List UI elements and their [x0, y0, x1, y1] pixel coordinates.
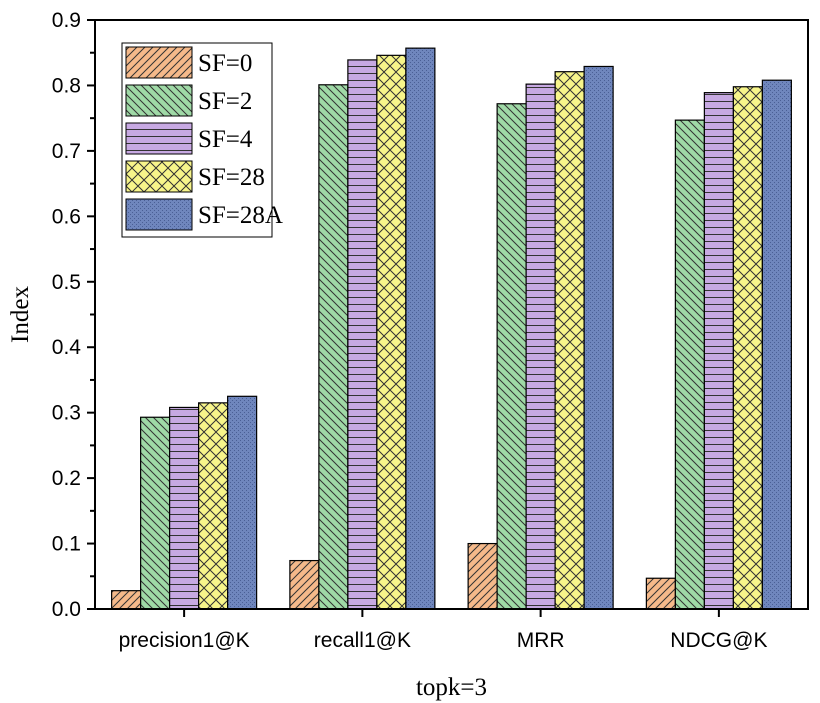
legend-swatch: [125, 46, 193, 79]
bar-sf-0-ndcg-k: [645, 577, 676, 610]
legend-label: SF=28: [198, 164, 265, 191]
bar-sf-28a-mrr: [583, 65, 614, 610]
y-axis-title: Index: [7, 286, 34, 343]
x-category-label: MRR: [517, 629, 565, 652]
legend-swatch: [125, 122, 193, 155]
x-category-label: precision1@K: [119, 629, 250, 652]
bar-sf-2-precision1-k: [140, 416, 171, 610]
legend-swatch: [125, 84, 193, 117]
legend-label: SF=28A: [198, 202, 283, 229]
y-tick-label: 0.3: [52, 402, 81, 425]
legend-label: SF=0: [198, 50, 252, 77]
y-tick-label: 0.4: [52, 336, 82, 359]
bar-sf-2-mrr: [496, 103, 527, 610]
bar-sf-28a-recall1-k: [405, 47, 436, 610]
legend: SF=0 SF=2 SF=4 SF=28 SF=28A: [121, 42, 283, 238]
bar-sf-28a-precision1-k: [227, 395, 258, 610]
y-tick-label: 0.6: [52, 205, 81, 228]
bar-sf-28-recall1-k: [376, 54, 407, 610]
y-tick-label: 0.9: [52, 9, 81, 32]
bar-sf-28a-ndcg-k: [761, 79, 792, 610]
y-tick-label: 0.0: [52, 598, 81, 621]
bar-sf-4-ndcg-k: [703, 92, 734, 610]
x-axis: precision1@K recall1@K MRR NDCG@K: [119, 609, 767, 652]
legend-label: SF=4: [198, 126, 253, 153]
bar-sf-4-recall1-k: [347, 59, 378, 610]
y-tick-label: 0.1: [52, 533, 81, 556]
bar-sf-0-precision1-k: [111, 590, 142, 610]
x-category-label: recall1@K: [314, 629, 411, 652]
legend-label: SF=2: [198, 88, 252, 115]
legend-swatch: [125, 198, 193, 231]
bar-sf-28-precision1-k: [198, 402, 229, 610]
bar-sf-28-mrr: [554, 71, 585, 610]
y-axis: 0.0 0.1 0.2 0.3 0.4 0.5 0.6 0.7 0.8 0.9: [52, 9, 95, 621]
bar-sf-2-ndcg-k: [674, 119, 705, 610]
bar-sf-4-precision1-k: [169, 406, 200, 610]
bar-sf-0-mrr: [467, 542, 498, 610]
y-tick-label: 0.2: [52, 467, 81, 490]
y-tick-label: 0.5: [52, 271, 81, 294]
y-tick-label: 0.7: [52, 140, 81, 163]
bar-sf-0-recall1-k: [289, 559, 320, 610]
legend-swatch: [125, 160, 193, 193]
bar-sf-28-ndcg-k: [732, 86, 763, 610]
y-tick-label: 0.8: [52, 74, 81, 97]
bars-layer: [111, 47, 792, 610]
x-axis-title: topk=3: [416, 674, 487, 701]
bar-sf-2-recall1-k: [318, 84, 349, 610]
x-category-label: NDCG@K: [670, 629, 767, 652]
bar-sf-4-mrr: [525, 83, 556, 610]
